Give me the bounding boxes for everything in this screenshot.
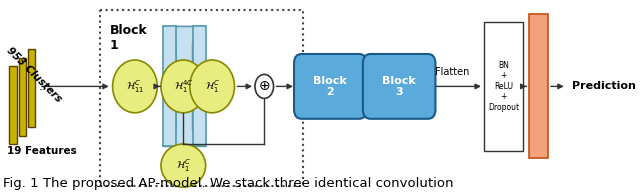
Bar — [28, 49, 35, 127]
Bar — [19, 58, 26, 136]
FancyBboxPatch shape — [294, 54, 367, 119]
Bar — [10, 66, 17, 144]
Text: Fig. 1 The proposed AP-model. We stack three identical convolution: Fig. 1 The proposed AP-model. We stack t… — [3, 177, 453, 190]
Bar — [100, 10, 303, 186]
Text: 953 Clusters: 953 Clusters — [4, 46, 63, 104]
Bar — [484, 22, 523, 151]
Text: BN
+
ReLU
+
Dropout: BN + ReLU + Dropout — [488, 61, 519, 112]
Text: ...: ... — [38, 80, 51, 93]
Bar — [163, 26, 176, 146]
Bar — [529, 14, 548, 158]
Text: Flatten: Flatten — [435, 67, 470, 77]
Text: $\mathcal{H}_{1}^{4C}$: $\mathcal{H}_{1}^{4C}$ — [173, 78, 193, 95]
Bar — [193, 26, 205, 146]
Ellipse shape — [161, 60, 205, 113]
Text: $\mathcal{H}_{1}^{C}$: $\mathcal{H}_{1}^{C}$ — [205, 78, 220, 95]
Text: $\mathcal{H}_{1}^{C}$: $\mathcal{H}_{1}^{C}$ — [176, 157, 191, 174]
Text: $\oplus$: $\oplus$ — [258, 79, 271, 93]
FancyBboxPatch shape — [363, 54, 435, 119]
Text: Block
2: Block 2 — [314, 76, 347, 97]
Polygon shape — [163, 26, 205, 146]
Ellipse shape — [113, 60, 157, 113]
Text: 19 Features: 19 Features — [8, 146, 77, 156]
Text: $\mathcal{H}_{11}^{C}$: $\mathcal{H}_{11}^{C}$ — [126, 78, 144, 95]
Ellipse shape — [190, 60, 234, 113]
Text: Block
3: Block 3 — [382, 76, 416, 97]
Text: Block
1: Block 1 — [110, 24, 148, 52]
Ellipse shape — [161, 144, 205, 187]
Text: Prediction: Prediction — [572, 81, 636, 91]
Ellipse shape — [255, 74, 273, 98]
